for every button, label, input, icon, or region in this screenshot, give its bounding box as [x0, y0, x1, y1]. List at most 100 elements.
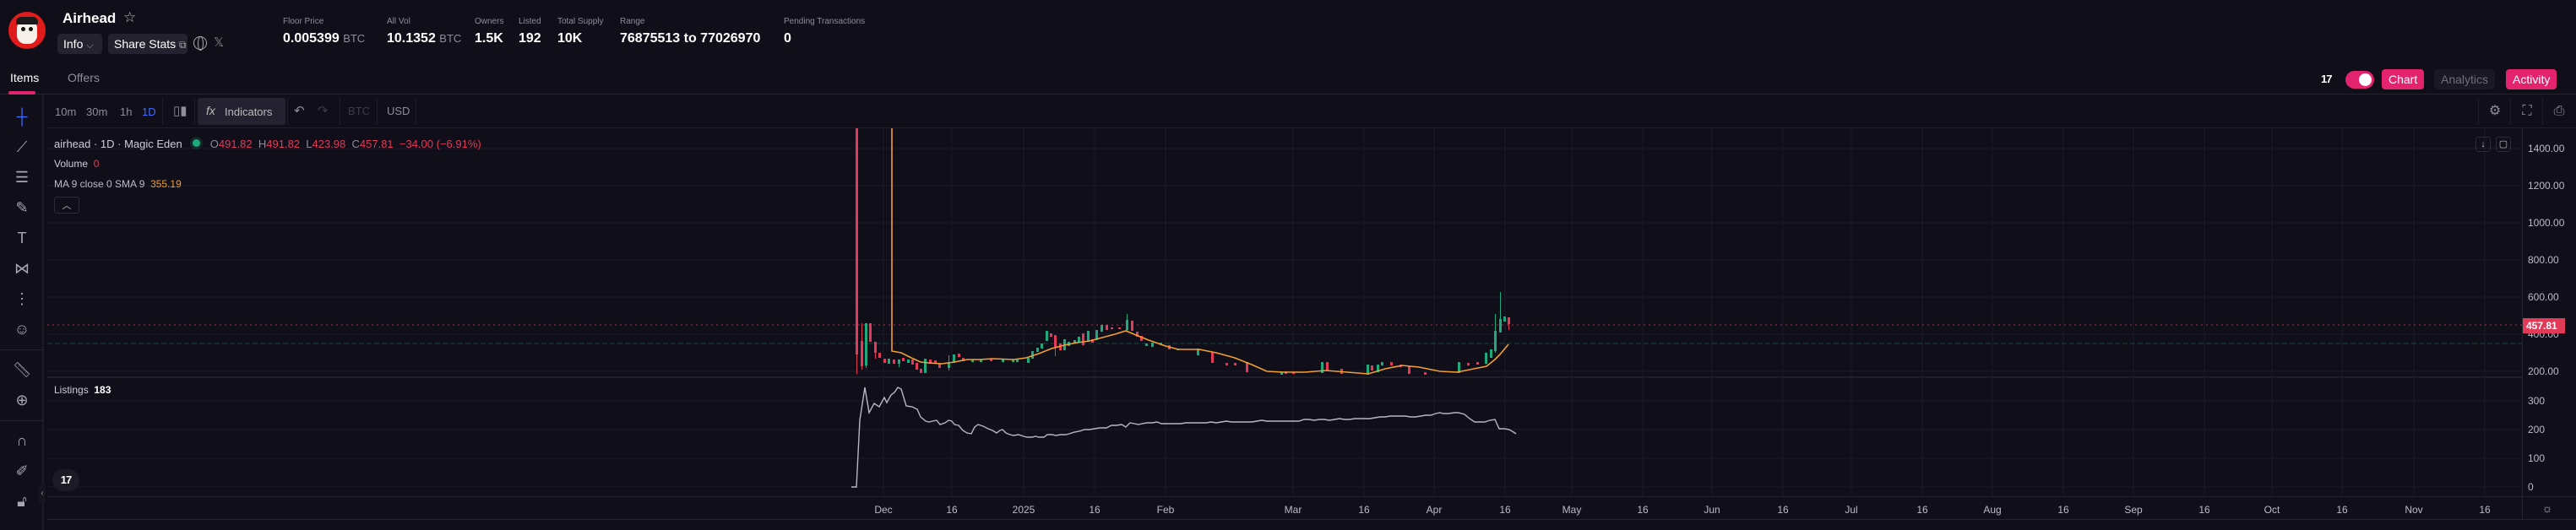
undo-icon[interactable]: ↶ [294, 104, 305, 118]
price-tick: 1400.00 [2528, 143, 2565, 154]
stat-value: 0.005399 [283, 31, 340, 46]
share-stats-button[interactable]: Share Stats ⧉ [108, 34, 187, 54]
settings-gear-icon[interactable]: ⚙ [2488, 104, 2502, 118]
candle-type-icon[interactable]: ▯▮ [173, 104, 187, 118]
x-twitter-icon[interactable]: 𝕏 [214, 35, 225, 50]
lock-icon[interactable]: 🔓︎ [17, 493, 27, 510]
stat-unit: BTC [343, 32, 366, 45]
stat-label: Listed [519, 17, 541, 26]
listings-value: 183 [94, 384, 111, 396]
collection-title: Airhead [62, 10, 117, 26]
stat-range: Range 76875513 to 77026970 [620, 17, 760, 46]
ohlc-l-label: L [306, 138, 312, 150]
stat-pending-transactions: Pending Transactions 0 [784, 17, 865, 46]
volume-legend[interactable]: Volume 0 [54, 158, 99, 170]
pane-maximize-icon[interactable]: ▢ [2496, 137, 2511, 152]
time-tick: Jun [1704, 504, 1720, 516]
active-tab-indicator [8, 91, 35, 95]
listings-tick: 300 [2528, 395, 2546, 407]
stat-total-supply: Total Supply 10K [557, 17, 603, 46]
analytics-button[interactable]: Analytics [2434, 69, 2496, 89]
time-tick: 16 [2336, 504, 2348, 516]
tab-offers[interactable]: Offers [68, 71, 100, 84]
activity-button[interactable]: Activity [2506, 69, 2557, 89]
prediction-tool-icon[interactable]: ⋮ [14, 290, 30, 307]
stat-floor-price: Floor Price 0.005399 BTC [283, 17, 365, 46]
screenshot-camera-icon[interactable]: ⎙ [2553, 104, 2565, 118]
tradingview-toggle[interactable] [2345, 71, 2374, 89]
timeframe-30m[interactable]: 30m [86, 105, 108, 118]
collapse-toolbar-icon[interactable]: ‹ [39, 484, 46, 503]
listings-pane[interactable] [47, 378, 2522, 496]
stat-value: 10K [557, 31, 583, 46]
stat-value: 192 [519, 31, 541, 46]
listings-tick: 0 [2528, 481, 2534, 493]
stat-value: 76875513 to 77026970 [620, 31, 761, 46]
website-globe-icon[interactable] [193, 36, 207, 51]
brush-icon[interactable]: ✎ [15, 199, 29, 216]
favorite-star-icon[interactable]: ☆ [123, 9, 137, 25]
time-tick: Nov [2405, 504, 2423, 516]
stat-owners: Owners 1.5K [475, 17, 503, 46]
timeframe-1d[interactable]: 1D [142, 105, 156, 118]
price-axis[interactable]: 1400.00 1200.00 1000.00 800.00 600.00 40… [2522, 128, 2576, 496]
listings-label: Listings [54, 384, 89, 396]
time-tick: Feb [1156, 504, 1175, 516]
tab-items[interactable]: Items [10, 71, 40, 84]
time-axis[interactable]: Dec 16 2025 16 Feb Mar 16 Apr 16 May 16 … [47, 496, 2576, 521]
tradingview-badge-icon[interactable]: 17 [52, 469, 79, 491]
zoom-in-icon[interactable]: ⊕ [15, 392, 29, 408]
time-tick: 16 [2479, 504, 2491, 516]
trend-line-icon[interactable]: ⟋ [16, 138, 28, 155]
stat-value: 1.5K [475, 31, 503, 46]
stat-label: Total Supply [557, 17, 604, 26]
text-tool-icon[interactable]: T [17, 230, 27, 246]
time-tick: 16 [1499, 504, 1511, 516]
price-tick: 1000.00 [2528, 217, 2565, 229]
axis-settings-sun-icon[interactable]: ☼ [2541, 501, 2553, 515]
chart-button[interactable]: Chart [2382, 69, 2425, 89]
time-tick: Aug [1983, 504, 2002, 516]
toolbar-divider [0, 420, 44, 421]
price-tick: 600.00 [2528, 291, 2559, 303]
ohlc-high: 491.82 [266, 138, 301, 150]
redo-icon[interactable]: ↷ [318, 104, 329, 118]
currency-usd-button[interactable]: USD [387, 105, 410, 117]
stat-value: 0 [784, 31, 791, 46]
listings-tick: 200 [2528, 424, 2546, 435]
pattern-tool-icon[interactable]: ⋈ [14, 260, 30, 277]
ma-legend[interactable]: MA 9 close 0 SMA 9 355.19 [54, 178, 182, 190]
pane-divider[interactable] [47, 376, 2576, 378]
magnet-icon[interactable]: ∩ [16, 432, 28, 449]
emoji-icon[interactable]: ☺ [14, 321, 30, 338]
fullscreen-icon[interactable]: ⛶ [2522, 104, 2532, 118]
collection-header: Airhead ☆ Info ⌵ Share Stats ⧉ 𝕏 Floor P… [0, 0, 2576, 59]
ruler-icon[interactable]: 📏︎ [12, 361, 32, 378]
price-pane[interactable] [47, 128, 2522, 376]
horizontal-lines-icon[interactable]: ☰ [14, 169, 30, 186]
pane-move-down-icon[interactable]: ↓ [2475, 137, 2491, 152]
indicators-label: Indicators [225, 105, 273, 118]
time-tick: 16 [1089, 504, 1101, 516]
timeframe-10m[interactable]: 10m [55, 105, 77, 118]
share-icon: ⧉ [179, 39, 187, 51]
currency-btc-button[interactable]: BTC [348, 105, 370, 117]
time-tick: 16 [1777, 504, 1789, 516]
time-tick: Sep [2124, 504, 2143, 516]
time-tick: 16 [946, 504, 958, 516]
collapse-legend-button[interactable]: ︿ [54, 197, 79, 214]
lock-drawing-icon[interactable]: ✐ [15, 462, 29, 479]
listings-legend[interactable]: Listings 183 [54, 384, 111, 396]
indicators-button[interactable]: fx Indicators [198, 98, 285, 125]
info-dropdown-button[interactable]: Info ⌵ [57, 34, 102, 54]
price-tick: 800.00 [2528, 254, 2559, 266]
stat-label: Floor Price [283, 17, 324, 26]
crosshair-icon[interactable]: ┼ [16, 108, 28, 125]
timeframe-1h[interactable]: 1h [120, 105, 133, 118]
toolbar-divider [0, 349, 44, 350]
stat-label: Range [620, 17, 645, 26]
time-tick: 16 [1637, 504, 1649, 516]
time-tick: 16 [1358, 504, 1370, 516]
tradingview-logo-icon: 17 [2321, 73, 2333, 85]
ohlc-c-label: C [351, 138, 360, 150]
